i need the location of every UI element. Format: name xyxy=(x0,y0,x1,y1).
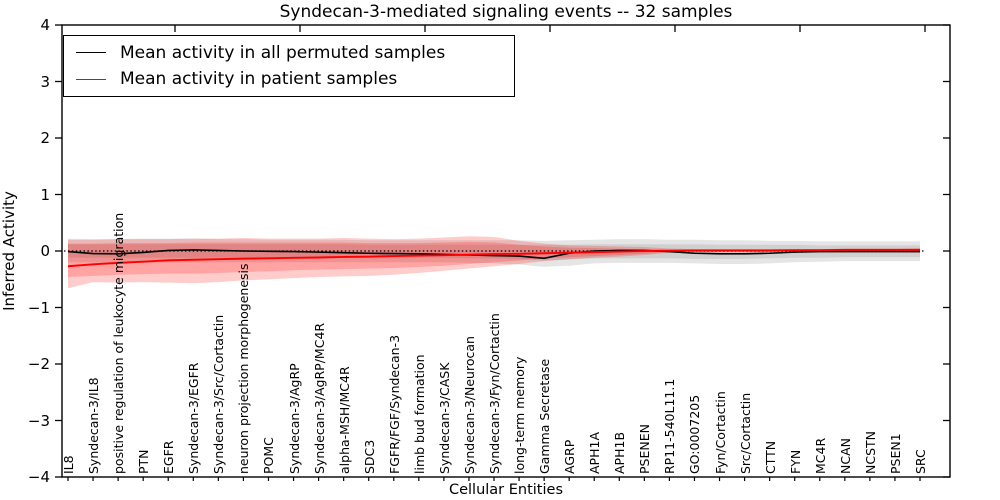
x-tick-label: NCSTN xyxy=(862,431,878,474)
y-tick-label: −3 xyxy=(27,411,50,430)
legend: Mean activity in all permuted samples Me… xyxy=(63,35,515,97)
x-tick-label: POMC xyxy=(261,437,277,474)
x-tick-label: PTN xyxy=(136,449,152,474)
y-tick-label: 0 xyxy=(40,242,50,260)
y-tick-label: −2 xyxy=(27,355,50,373)
x-tick-label: RP11-540L11.1 xyxy=(662,378,678,474)
x-tick-label: APH1B xyxy=(612,431,628,474)
y-tick-label: 1 xyxy=(40,185,50,204)
legend-entry-patient: Mean activity in patient samples xyxy=(76,69,514,89)
x-tick-label: GO:0007205 xyxy=(687,394,703,474)
y-tick-label: −4 xyxy=(27,468,50,486)
x-tick-label: FGFR/FGF/Syndecan-3 xyxy=(386,334,402,474)
legend-label: Mean activity in patient samples xyxy=(120,69,398,90)
x-tick-label: Gamma Secretase xyxy=(537,358,553,474)
patient-band-outer xyxy=(68,236,920,289)
x-tick-label: AGRP xyxy=(562,439,578,474)
x-tick-label: MC4R xyxy=(812,437,828,474)
x-tick-label: Fyn/Cortactin xyxy=(712,391,728,474)
x-tick-label: Syndecan-3/CASK xyxy=(436,362,452,474)
x-tick-label: limb bud formation xyxy=(411,354,427,474)
x-tick-label: NCAN xyxy=(837,438,853,474)
x-tick-label: FYN xyxy=(787,449,803,474)
x-tick-label: Syndecan-3/Neurocan xyxy=(461,336,477,474)
x-tick-label: PSENEN xyxy=(637,424,653,474)
x-tick-label: Src/Cortactin xyxy=(737,392,753,474)
x-tick-label: Syndecan-3/AgRP/MC4R xyxy=(311,322,327,474)
chart-title: Syndecan-3-mediated signaling events -- … xyxy=(279,2,733,22)
x-tick-label: Syndecan-3/IL8 xyxy=(86,377,102,474)
x-axis-label: Cellular Entities xyxy=(448,482,564,498)
x-tick-label: IL8 xyxy=(61,455,76,474)
x-tick-label: Syndecan-3/Src/Cortactin xyxy=(211,314,227,474)
x-tick-label: Syndecan-3/Fyn/Cortactin xyxy=(487,313,502,474)
x-tick-label: SRC xyxy=(913,449,928,474)
x-tick-label: Syndecan-3/AgRP xyxy=(286,363,302,474)
x-tick-label: PSEN1 xyxy=(887,433,903,474)
permuted-band-outer xyxy=(68,238,920,267)
y-tick-label: −1 xyxy=(27,298,50,317)
x-tick-label: alpha-MSH/MC4R xyxy=(336,366,352,474)
legend-entry-permuted: Mean activity in all permuted samples xyxy=(76,43,514,63)
x-tick-label: SDC3 xyxy=(361,439,377,474)
y-tick-label: 2 xyxy=(40,129,50,147)
x-tick-label: APH1A xyxy=(587,432,603,474)
patient-mean-line xyxy=(67,248,920,268)
legend-label: Mean activity in all permuted samples xyxy=(120,42,446,63)
x-tick-label: positive regulation of leukocyte migrati… xyxy=(111,212,127,474)
permuted-band-inner xyxy=(68,244,920,261)
x-tick-label: CTTN xyxy=(762,440,778,474)
y-tick-label: 3 xyxy=(40,72,50,91)
permuted-mean-line xyxy=(67,249,920,260)
x-tick-label: EGFR xyxy=(161,440,177,474)
patient-line-swatch-icon xyxy=(76,78,106,80)
permuted-line-swatch-icon xyxy=(76,52,106,54)
x-tick-label: neuron projection morphogenesis xyxy=(236,263,252,474)
x-tick-label: Syndecan-3/EGFR xyxy=(186,362,202,474)
x-tick-label: long-term memory xyxy=(512,356,528,474)
y-tick-label: 4 xyxy=(40,16,50,34)
